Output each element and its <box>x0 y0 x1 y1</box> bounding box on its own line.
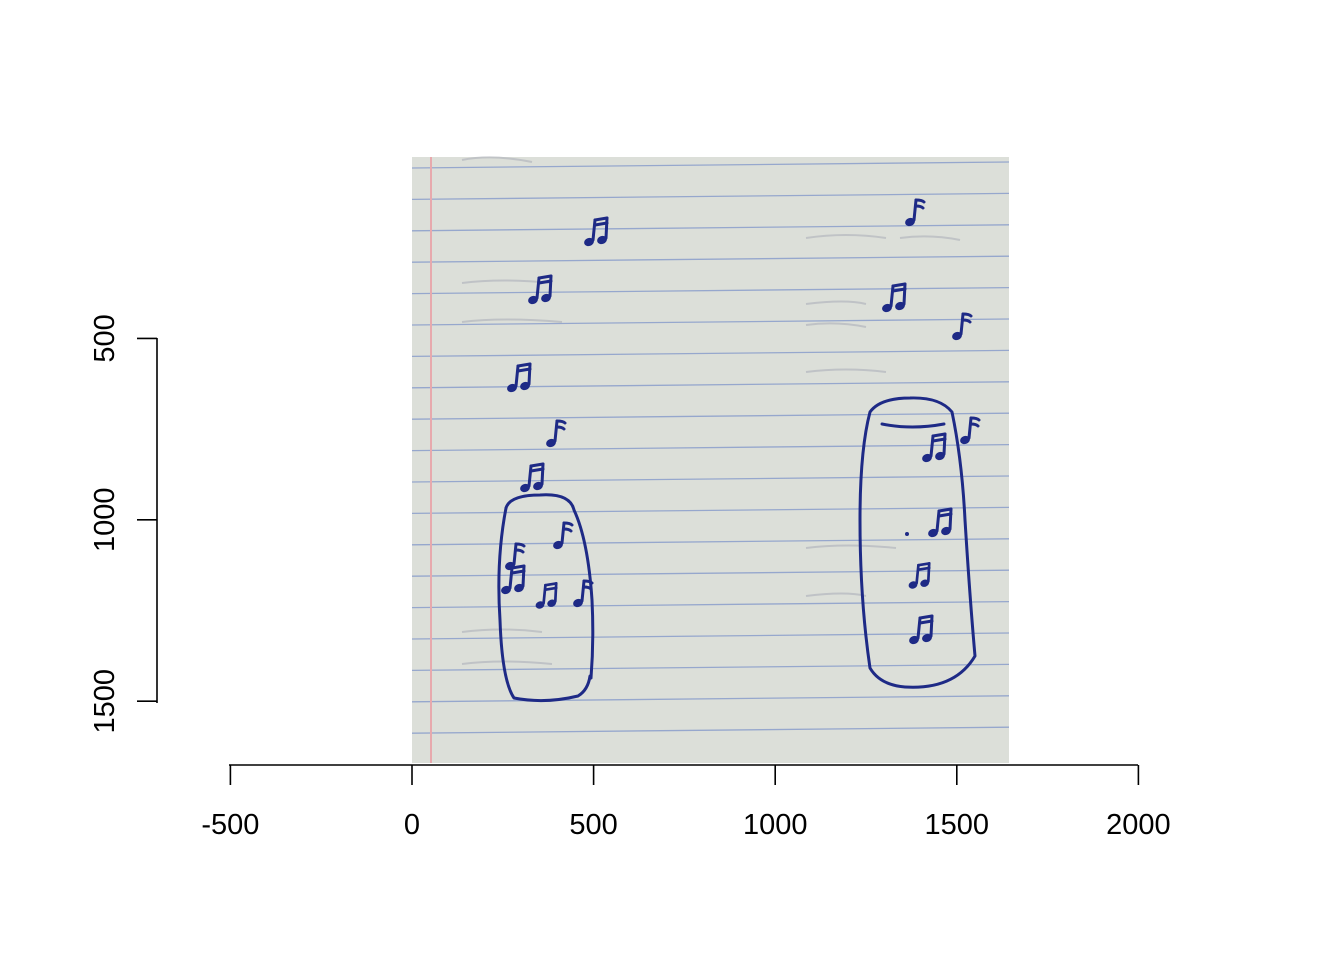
ruled-line <box>411 695 1010 703</box>
eighth-note-icon <box>952 312 973 341</box>
ruled-line <box>411 161 1010 169</box>
x-tick-label: 0 <box>404 809 420 841</box>
eighth-note-icon <box>505 542 526 571</box>
y-axis: 500 1000 1500 <box>89 314 158 733</box>
x-axis: -500 0 500 1000 1500 2000 <box>201 764 1171 841</box>
beamed-note-icon <box>882 282 907 313</box>
beamed-note-icon <box>922 432 947 463</box>
beamed-note-icon <box>909 614 934 645</box>
x-axis-ticks: -500 0 500 1000 1500 2000 <box>201 765 1171 841</box>
tall-speaker-drawing <box>858 396 977 689</box>
ruled-line <box>411 663 1010 672</box>
x-tick-label: 500 <box>569 809 617 841</box>
ruled-line <box>411 538 1010 546</box>
ruled-line <box>411 412 1010 420</box>
beamed-note-icon <box>501 564 526 595</box>
short-speaker-drawing <box>497 493 595 703</box>
x-tick-label: 1500 <box>925 809 990 841</box>
eighth-note-icon <box>573 579 594 608</box>
eighth-note-icon <box>546 419 567 448</box>
beamed-note-icon <box>584 216 609 247</box>
y-tick-label: 1500 <box>89 669 121 734</box>
notebook-sketch-image <box>411 156 1010 763</box>
eighth-note-icon <box>905 198 926 227</box>
bleed-through-marks <box>461 156 961 665</box>
ruled-line <box>411 443 1010 452</box>
ruled-lines <box>411 161 1010 734</box>
y-tick-label: 500 <box>89 314 121 362</box>
paper-background <box>412 157 1009 763</box>
x-tick-label: 2000 <box>1106 809 1171 841</box>
x-tick-label: 1000 <box>743 809 808 841</box>
beamed-note-icon <box>908 562 931 589</box>
beamed-note-icon <box>520 462 545 493</box>
ruled-line <box>411 506 1010 515</box>
eighth-note-icon <box>960 416 981 445</box>
ruled-line <box>411 255 1010 263</box>
ruled-line <box>411 192 1010 201</box>
eighth-note-icon <box>553 521 574 550</box>
ruled-line <box>411 286 1010 295</box>
ruled-line <box>411 318 1010 326</box>
y-axis-ticks: 500 1000 1500 <box>89 314 157 733</box>
ruled-line <box>411 726 1010 734</box>
ruled-line <box>411 349 1010 358</box>
beamed-note-icon <box>528 274 553 305</box>
music-notes <box>501 198 981 645</box>
beamed-note-icon <box>507 362 532 393</box>
ruled-line <box>411 632 1010 640</box>
beamed-note-icon <box>928 507 953 538</box>
y-tick-label: 1000 <box>89 488 121 553</box>
ruled-line <box>411 475 1010 483</box>
x-tick-label: -500 <box>201 809 259 841</box>
ruled-line <box>411 600 1010 609</box>
beamed-note-icon <box>535 582 558 609</box>
